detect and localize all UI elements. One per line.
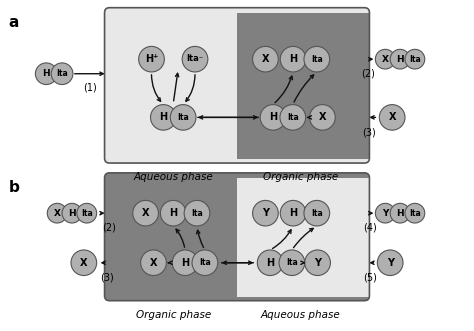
Text: H: H — [289, 54, 297, 64]
Text: b: b — [9, 180, 19, 195]
Circle shape — [375, 203, 395, 223]
Bar — [237, 13, 370, 159]
Circle shape — [280, 46, 306, 72]
Circle shape — [160, 200, 186, 226]
Text: X: X — [319, 113, 326, 122]
Text: Ita: Ita — [199, 258, 211, 267]
Circle shape — [260, 105, 286, 130]
Text: Organic phase: Organic phase — [136, 309, 211, 319]
Text: Ita: Ita — [311, 55, 323, 64]
Text: Ita⁻: Ita⁻ — [186, 54, 203, 63]
Text: Ita: Ita — [81, 209, 92, 218]
Circle shape — [77, 203, 97, 223]
Circle shape — [139, 46, 164, 72]
Circle shape — [47, 203, 67, 223]
Text: (1): (1) — [83, 82, 97, 92]
Circle shape — [375, 49, 395, 69]
Circle shape — [133, 200, 158, 226]
Text: (5): (5) — [364, 272, 377, 282]
Text: X: X — [142, 208, 149, 218]
Text: H: H — [396, 209, 404, 218]
Circle shape — [305, 250, 330, 275]
Text: Y: Y — [262, 208, 269, 218]
Text: H: H — [159, 113, 167, 122]
Circle shape — [257, 250, 283, 275]
Text: a: a — [9, 15, 19, 29]
Circle shape — [405, 49, 425, 69]
Text: Ita: Ita — [56, 69, 68, 78]
Circle shape — [62, 203, 82, 223]
Text: Organic phase: Organic phase — [263, 172, 338, 182]
Bar — [237, 178, 370, 297]
Circle shape — [151, 105, 176, 130]
Circle shape — [377, 250, 403, 275]
Circle shape — [51, 63, 73, 84]
Text: Ita: Ita — [287, 113, 299, 122]
Text: (3): (3) — [363, 127, 376, 137]
Text: (2): (2) — [362, 69, 375, 79]
Circle shape — [280, 200, 306, 226]
Circle shape — [390, 49, 410, 69]
Text: (3): (3) — [100, 272, 113, 282]
Circle shape — [192, 250, 218, 275]
Circle shape — [253, 46, 278, 72]
FancyBboxPatch shape — [105, 173, 369, 301]
Text: H: H — [396, 55, 404, 64]
FancyBboxPatch shape — [105, 8, 369, 163]
Circle shape — [310, 105, 335, 130]
Text: Ita: Ita — [191, 209, 203, 218]
Text: H: H — [269, 113, 277, 122]
Text: X: X — [262, 54, 269, 64]
Text: Ita: Ita — [177, 113, 189, 122]
Text: H: H — [266, 258, 274, 268]
Circle shape — [172, 250, 198, 275]
Text: (4): (4) — [364, 223, 377, 233]
Text: (2): (2) — [102, 223, 117, 233]
Circle shape — [141, 250, 166, 275]
Text: Aqueous phase: Aqueous phase — [133, 172, 213, 182]
Circle shape — [390, 203, 410, 223]
Text: H: H — [68, 209, 76, 218]
Circle shape — [182, 46, 208, 72]
Circle shape — [184, 200, 210, 226]
Circle shape — [379, 105, 405, 130]
Text: H⁺: H⁺ — [145, 54, 158, 64]
Text: X: X — [150, 258, 157, 268]
Text: Aqueous phase: Aqueous phase — [261, 309, 341, 319]
Text: X: X — [54, 209, 61, 218]
Text: Ita: Ita — [409, 209, 421, 218]
Text: Ita: Ita — [409, 55, 421, 64]
Circle shape — [279, 250, 305, 275]
Circle shape — [71, 250, 97, 275]
Text: X: X — [382, 55, 389, 64]
Text: Y: Y — [314, 258, 321, 268]
Text: H: H — [181, 258, 189, 268]
Text: Ita: Ita — [286, 258, 298, 267]
Text: Ita: Ita — [311, 209, 323, 218]
Text: Y: Y — [382, 209, 388, 218]
Text: H: H — [169, 208, 177, 218]
Text: X: X — [388, 113, 396, 122]
Text: Y: Y — [387, 258, 394, 268]
Circle shape — [405, 203, 425, 223]
Text: H: H — [43, 69, 50, 78]
Text: X: X — [80, 258, 88, 268]
Text: H: H — [289, 208, 297, 218]
Circle shape — [304, 46, 329, 72]
Circle shape — [304, 200, 329, 226]
Circle shape — [280, 105, 306, 130]
Circle shape — [170, 105, 196, 130]
Circle shape — [36, 63, 57, 84]
Circle shape — [253, 200, 278, 226]
